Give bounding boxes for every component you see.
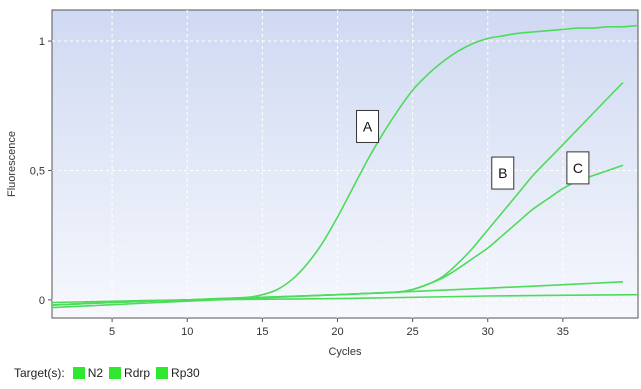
x-tick-label: 10 xyxy=(181,326,193,338)
y-tick-label: 0 xyxy=(39,295,45,307)
annotation-label: C xyxy=(573,160,583,176)
series-line-1 xyxy=(51,24,639,306)
x-tick-label: 25 xyxy=(406,326,418,338)
annotation-c: C xyxy=(566,151,590,185)
legend-item-n2: N2 xyxy=(72,366,104,380)
annotation-box xyxy=(356,109,380,143)
plot-area xyxy=(51,9,639,319)
legend-label: Rdrp xyxy=(124,366,151,380)
legend-swatch xyxy=(109,367,122,379)
legend-item-rdrp: Rdrp xyxy=(109,366,150,380)
annotation-box xyxy=(566,151,590,185)
legend-swatch xyxy=(72,367,85,379)
y-tick-label: 1 xyxy=(39,36,45,48)
series-line-4 xyxy=(51,281,624,309)
x-axis-title: Cycles xyxy=(328,346,362,358)
annotation-b: B xyxy=(491,156,515,190)
legend-title: Target(s): xyxy=(14,366,65,380)
series-line-5 xyxy=(51,293,639,304)
annotation-label: B xyxy=(498,165,507,181)
legend: Target(s): N2 Rdrp Rp30 xyxy=(14,366,206,380)
legend-swatch xyxy=(156,367,169,379)
legend-label: Rp30 xyxy=(171,366,200,380)
x-tick-label: 35 xyxy=(557,326,569,338)
x-tick-label: 20 xyxy=(331,326,343,338)
y-axis-title: Fluorescence xyxy=(6,131,18,197)
x-tick-label: 30 xyxy=(482,326,494,338)
y-tick-label: 0,5 xyxy=(30,165,45,177)
x-tick-label: 5 xyxy=(109,326,115,338)
annotation-label: A xyxy=(363,118,373,134)
x-tick-label: 15 xyxy=(256,326,268,338)
annotation-a: A xyxy=(356,109,380,143)
annotation-box xyxy=(491,156,515,190)
legend-item-rp30: Rp30 xyxy=(156,366,200,380)
chart: 5 10 15 20 25 30 35 0 0,5 1 A B C Cycles Fluoresce… xyxy=(6,9,639,358)
legend-label: N2 xyxy=(87,366,104,380)
